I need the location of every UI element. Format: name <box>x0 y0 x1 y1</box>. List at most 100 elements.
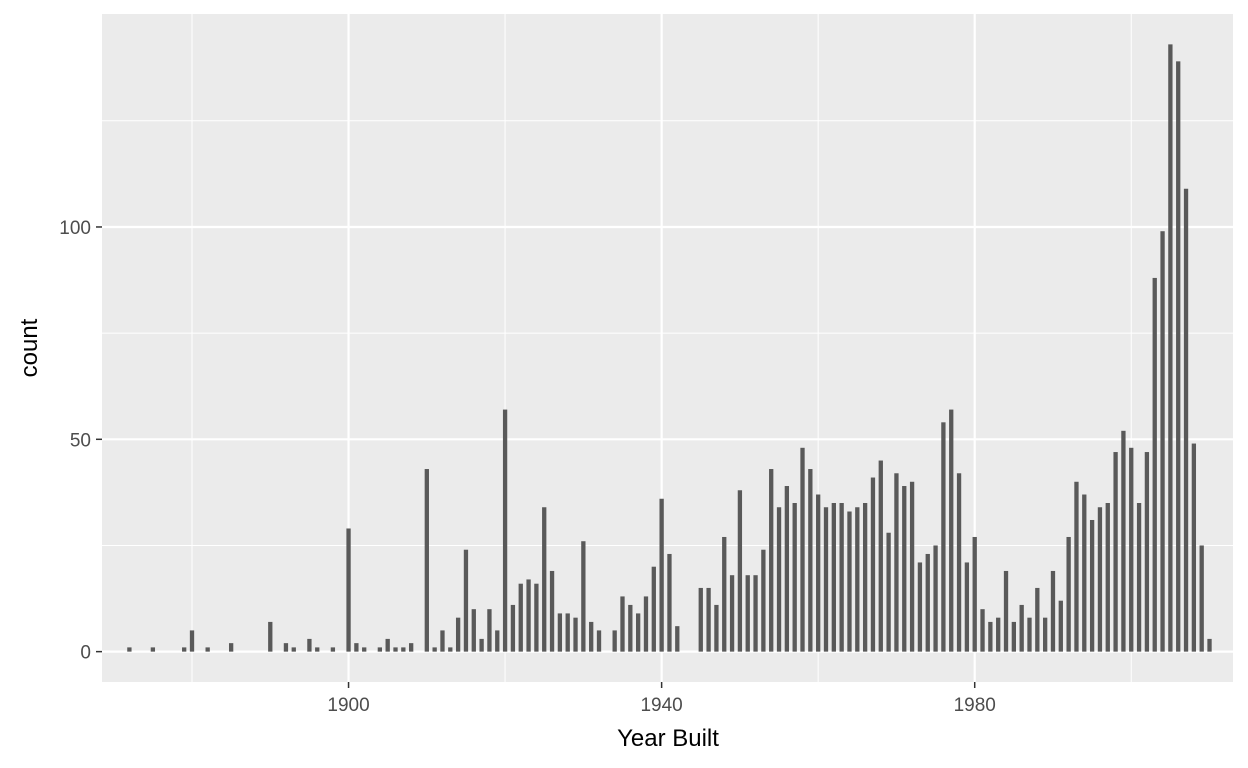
bar <box>557 613 563 652</box>
bar <box>534 583 539 652</box>
bar <box>549 570 555 652</box>
x-tick-label: 1940 <box>640 695 682 716</box>
bar <box>870 477 876 652</box>
bar <box>315 647 320 652</box>
bar <box>189 630 195 652</box>
bar <box>495 630 500 652</box>
bar <box>205 647 210 652</box>
bar <box>479 638 484 652</box>
bar <box>393 647 398 652</box>
bar <box>385 638 390 652</box>
bar <box>620 596 625 652</box>
bar <box>510 604 516 652</box>
bar <box>847 511 852 652</box>
bar <box>917 562 923 652</box>
minor-gridlines <box>102 14 1233 682</box>
bar <box>972 536 977 652</box>
bar <box>1011 621 1016 652</box>
bar <box>831 503 836 652</box>
bar <box>651 566 656 652</box>
bar <box>635 613 641 652</box>
bar <box>988 621 993 652</box>
bar <box>996 617 1001 652</box>
x-tick-label: 1980 <box>954 695 996 716</box>
bar <box>839 503 844 652</box>
bar <box>1027 617 1032 652</box>
bar <box>228 643 234 652</box>
bar <box>440 630 445 652</box>
bar <box>424 469 429 652</box>
bar <box>862 503 868 652</box>
bar <box>362 647 367 652</box>
bar <box>1050 570 1056 652</box>
bar <box>487 609 492 652</box>
bar <box>596 630 602 652</box>
bar <box>1066 536 1071 652</box>
bar <box>565 613 570 652</box>
bar <box>589 621 594 652</box>
bars <box>127 44 1212 652</box>
bar <box>581 541 586 652</box>
bar <box>729 575 735 652</box>
bar <box>1129 447 1134 652</box>
bar <box>542 507 547 652</box>
bar <box>753 575 758 652</box>
bar <box>1082 494 1087 652</box>
bar <box>628 604 633 652</box>
bar <box>1042 617 1048 652</box>
bar <box>1089 519 1095 652</box>
bar <box>268 621 273 652</box>
bar <box>518 583 523 652</box>
y-axis-ticks: 0 50 100 <box>59 218 102 664</box>
bar <box>1136 503 1142 652</box>
bar <box>1207 638 1212 652</box>
bar <box>471 609 476 652</box>
bar <box>659 498 664 652</box>
bar <box>909 481 915 652</box>
bar <box>1074 481 1079 652</box>
bar <box>675 626 680 652</box>
bar <box>409 643 414 652</box>
bar <box>745 575 750 652</box>
bar <box>1058 600 1063 652</box>
bar <box>855 507 860 652</box>
bar <box>902 486 907 652</box>
bar <box>784 486 790 652</box>
bar <box>1035 587 1040 652</box>
bar <box>1199 545 1204 652</box>
bar <box>1183 188 1189 652</box>
bar <box>377 647 383 652</box>
bar <box>714 604 719 652</box>
bar <box>127 647 132 652</box>
bar <box>150 647 156 652</box>
bar <box>964 562 970 652</box>
bar <box>706 587 711 652</box>
bar <box>1176 61 1181 652</box>
bar <box>330 647 336 652</box>
bar <box>1160 231 1165 652</box>
bar <box>761 549 766 652</box>
bar <box>401 647 406 652</box>
bar <box>956 473 962 652</box>
bar <box>737 490 743 652</box>
bar <box>941 422 946 652</box>
y-tick-label: 50 <box>70 430 91 451</box>
bar <box>455 617 461 652</box>
bar <box>182 647 187 652</box>
bar <box>643 596 649 652</box>
bar <box>800 447 805 652</box>
bar <box>769 469 774 652</box>
bar <box>722 536 727 652</box>
y-tick-label: 0 <box>80 643 91 664</box>
y-tick-label: 100 <box>59 218 91 239</box>
bar <box>698 587 703 652</box>
bar <box>1097 507 1103 652</box>
bar <box>808 469 813 652</box>
bar <box>526 579 531 652</box>
bar <box>346 528 351 652</box>
bar <box>792 503 797 652</box>
bar <box>816 494 821 652</box>
bar <box>823 507 829 652</box>
